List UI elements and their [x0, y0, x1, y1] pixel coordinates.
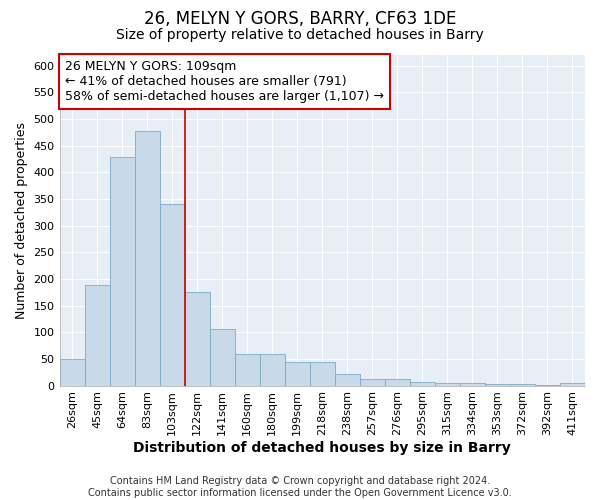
Bar	[209, 328, 235, 386]
Bar	[360, 379, 385, 386]
X-axis label: Distribution of detached houses by size in Barry: Distribution of detached houses by size …	[133, 441, 511, 455]
Text: Size of property relative to detached houses in Barry: Size of property relative to detached ho…	[116, 28, 484, 42]
Bar	[235, 354, 260, 386]
Bar	[285, 362, 310, 386]
Bar	[460, 384, 485, 386]
Bar	[59, 359, 85, 386]
Bar	[560, 383, 585, 386]
Bar	[335, 374, 360, 386]
Bar	[510, 384, 535, 386]
Bar	[260, 354, 285, 386]
Bar	[535, 384, 560, 386]
Text: 26, MELYN Y GORS, BARRY, CF63 1DE: 26, MELYN Y GORS, BARRY, CF63 1DE	[144, 10, 456, 28]
Bar	[85, 286, 110, 386]
Bar	[410, 382, 435, 386]
Bar	[134, 130, 160, 386]
Bar	[385, 379, 410, 386]
Bar	[485, 384, 510, 386]
Y-axis label: Number of detached properties: Number of detached properties	[15, 122, 28, 319]
Bar	[185, 292, 209, 386]
Bar	[110, 158, 134, 386]
Text: Contains HM Land Registry data © Crown copyright and database right 2024.
Contai: Contains HM Land Registry data © Crown c…	[88, 476, 512, 498]
Bar	[160, 204, 185, 386]
Bar	[435, 383, 460, 386]
Bar	[310, 362, 335, 386]
Text: 26 MELYN Y GORS: 109sqm
← 41% of detached houses are smaller (791)
58% of semi-d: 26 MELYN Y GORS: 109sqm ← 41% of detache…	[65, 60, 384, 103]
